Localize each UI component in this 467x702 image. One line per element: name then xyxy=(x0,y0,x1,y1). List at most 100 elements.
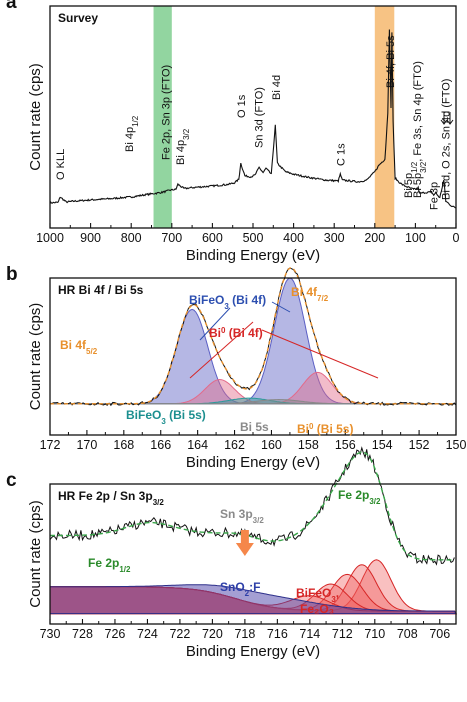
x-axis-title: Binding Energy (eV) xyxy=(186,247,320,264)
peak-annotation: Bi 5d, O 2s, Sn 4d (FTO) xyxy=(440,79,452,200)
raw-spectrum xyxy=(49,267,457,407)
fit-component xyxy=(50,308,456,405)
component-label: Fe₂O₃ xyxy=(300,602,334,616)
x-axis-title: Binding Energy (eV) xyxy=(186,643,320,660)
x-tick-label: 600 xyxy=(202,231,223,245)
component-label-text: Bi 4f xyxy=(291,285,318,299)
peak-annotation-sub: 1/2 xyxy=(130,115,139,127)
component-label-text: SnO xyxy=(220,580,245,594)
x-tick-label: 900 xyxy=(80,231,101,245)
leader-line xyxy=(189,321,254,379)
x-tick-label: 730 xyxy=(40,627,61,641)
component-label-text: BiFeO xyxy=(296,586,331,600)
component-label: Fe 2p3/2 xyxy=(338,488,381,506)
component-label: Bi 5s xyxy=(240,420,269,434)
peak-annotation-text: Fe 2p, Sn 3p (FTO) xyxy=(161,65,173,160)
leader-line xyxy=(261,329,379,379)
component-label-text2: , xyxy=(336,586,339,600)
component-label-text: Bi xyxy=(209,326,221,340)
x-tick-label: 728 xyxy=(72,627,93,641)
peak-annotation-text: C 1s xyxy=(335,143,347,166)
peak-annotation: Bi 4p1/2 xyxy=(124,115,140,152)
peak-annotation: Bi 4p3/2 xyxy=(175,128,191,165)
x-tick-label: 172 xyxy=(40,438,61,452)
peak-annotation: Sn 3d (FTO) xyxy=(253,87,265,148)
component-label-sub: 3 xyxy=(224,302,229,311)
peak-annotation: Bi 4f, Bi 5s xyxy=(385,35,397,88)
x-tick-label: 710 xyxy=(364,627,385,641)
panel-c xyxy=(49,446,457,615)
panel-title-c: HR Fe 2p / Sn 3p3/2 xyxy=(58,489,164,507)
component-label-sub: 1/2 xyxy=(119,565,131,574)
component-label-sub: 3 xyxy=(331,595,336,604)
component-label-sub: 5/2 xyxy=(86,347,98,356)
x-tick-label: 200 xyxy=(364,231,385,245)
panel-title-b: HR Bi 4f / Bi 5s xyxy=(58,283,144,297)
component-label: Fe 2p1/2 xyxy=(88,556,131,574)
peak-annotation-sub: 3/2 xyxy=(419,161,428,173)
highlight-band xyxy=(153,6,172,228)
peak-annotation-text: O 1s xyxy=(236,94,248,118)
panel-letter-b: b xyxy=(6,264,18,285)
peak-annotation-text: Bi 5d, O 2s, Sn 4d (FTO) xyxy=(440,79,452,200)
x-tick-label: 706 xyxy=(429,627,450,641)
peak-annotation-text: Bi 5p xyxy=(412,173,424,198)
component-label-sub: 2 xyxy=(245,589,250,598)
x-tick-label: 100 xyxy=(405,231,426,245)
plot-frame-c xyxy=(49,483,457,625)
x-tick-label: 714 xyxy=(299,627,320,641)
panel-title-a: Survey xyxy=(58,11,98,25)
x-tick-label: 712 xyxy=(332,627,353,641)
panel-letter-a: a xyxy=(6,0,17,13)
arrow-icon xyxy=(240,530,249,544)
panel-title-c-sub: 3/2 xyxy=(153,498,165,507)
peak-annotation: Bi 5p1/2 xyxy=(403,161,419,198)
peak-annotation-text: Sn 3d (FTO) xyxy=(253,87,265,148)
panel-letter-c: c xyxy=(6,470,17,491)
component-label-sub: 3/2 xyxy=(369,497,381,506)
peak-annotation-text: Bi 4p xyxy=(175,140,187,165)
x-tick-label: 300 xyxy=(324,231,345,245)
component-label-sup: 0 xyxy=(221,326,226,335)
x-tick-label: 156 xyxy=(335,438,356,452)
survey-spectrum xyxy=(49,29,457,209)
component-label-text2: (Bi 5s) xyxy=(166,408,206,422)
component-label-text: Fe 2p xyxy=(88,556,119,570)
component-label: Bi0 (Bi 4f) xyxy=(209,326,263,341)
peak-annotation-text: Bi 4f, Bi 5s xyxy=(385,35,397,88)
component-label: SnO2:F xyxy=(220,580,260,598)
arrow-icon xyxy=(235,543,254,556)
component-label: Sn 3p3/2 xyxy=(220,507,264,525)
component-label-sub: 3/2 xyxy=(253,516,265,525)
x-tick-label: 166 xyxy=(150,438,171,452)
component-label-text: Fe 2p xyxy=(338,488,369,502)
peak-annotation: Fe 2p, Sn 3p (FTO) xyxy=(161,65,173,160)
x-tick-label: 164 xyxy=(187,438,208,452)
x-tick-label: 708 xyxy=(397,627,418,641)
component-label-text2: (Bi 4f) xyxy=(229,293,266,307)
peak-annotation: Bi 5p3/2, Fe 3s, Sn 4p (FTO) xyxy=(412,61,428,198)
fit-component xyxy=(50,398,456,405)
peak-annotation-sub: 1/2 xyxy=(410,161,419,173)
component-label-text2: (Bi 4f) xyxy=(225,326,262,340)
x-tick-label: 150 xyxy=(446,438,467,452)
y-axis-title: Count rate (cps) xyxy=(27,63,44,171)
leader-line xyxy=(199,307,231,341)
highlight-band xyxy=(374,6,395,228)
x-tick-label: 726 xyxy=(105,627,126,641)
fit-envelope xyxy=(50,267,456,405)
component-label-sub: 7/2 xyxy=(317,294,329,303)
component-label: Bi 4f5/2 xyxy=(60,338,98,356)
peak-annotation-text: Fe 3p xyxy=(428,182,440,210)
component-label-text2: (Bi 5s) xyxy=(313,422,353,436)
component-label: BiFeO3, xyxy=(296,586,339,604)
panel-title-c-text: HR Fe 2p / Sn 3p xyxy=(58,489,153,503)
x-tick-label: 400 xyxy=(283,231,304,245)
x-tick-label: 162 xyxy=(224,438,245,452)
peak-annotation: O 1s xyxy=(236,94,248,118)
component-label-text2: :F xyxy=(249,580,260,594)
component-label-sub: 3 xyxy=(161,417,166,426)
peak-annotation-text: O KLL xyxy=(55,149,67,180)
x-tick-label: 720 xyxy=(202,627,223,641)
